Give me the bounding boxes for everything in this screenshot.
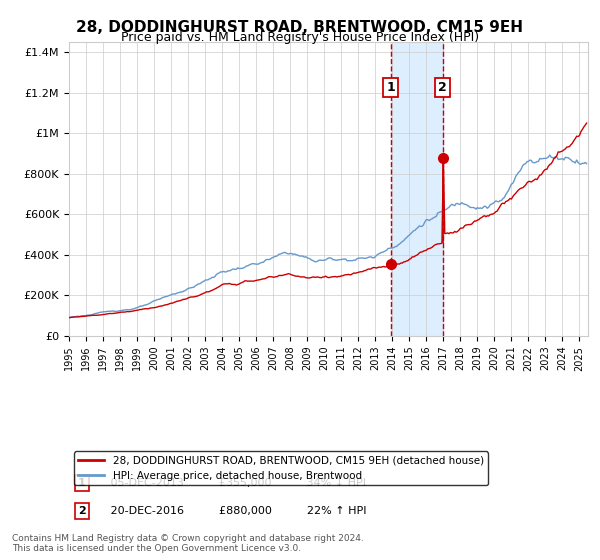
Legend: 28, DODDINGHURST ROAD, BRENTWOOD, CM15 9EH (detached house), HPI: Average price,: 28, DODDINGHURST ROAD, BRENTWOOD, CM15 9… — [74, 451, 488, 485]
Text: Contains HM Land Registry data © Crown copyright and database right 2024.
This d: Contains HM Land Registry data © Crown c… — [12, 534, 364, 553]
Text: 20-DEC-2016          £880,000          22% ↑ HPI: 20-DEC-2016 £880,000 22% ↑ HPI — [100, 506, 367, 516]
Text: Price paid vs. HM Land Registry's House Price Index (HPI): Price paid vs. HM Land Registry's House … — [121, 31, 479, 44]
Text: 28, DODDINGHURST ROAD, BRENTWOOD, CM15 9EH: 28, DODDINGHURST ROAD, BRENTWOOD, CM15 9… — [77, 20, 523, 35]
Text: 1: 1 — [78, 478, 86, 488]
Text: 2: 2 — [78, 506, 86, 516]
Text: 2: 2 — [439, 81, 447, 94]
Text: 05-DEC-2013          £355,000          34% ↓ HPI: 05-DEC-2013 £355,000 34% ↓ HPI — [100, 478, 366, 488]
Text: 1: 1 — [386, 81, 395, 94]
Bar — [391, 42, 443, 336]
